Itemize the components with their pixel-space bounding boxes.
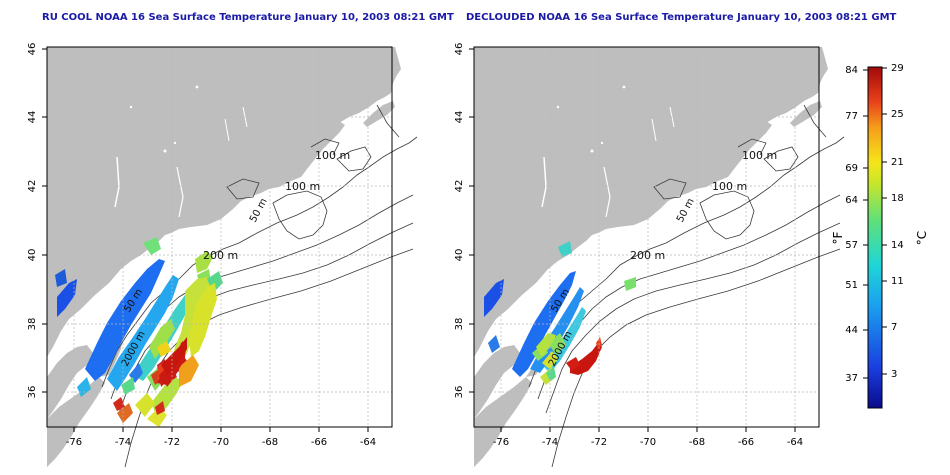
right-lat-tick-label: 44 xyxy=(454,111,465,124)
left-lat-tick-label: 44 xyxy=(27,111,38,124)
colorbar-f-tick: 37 xyxy=(845,373,858,384)
colorbar-f-tick: 69 xyxy=(845,163,858,174)
right-grid xyxy=(474,47,819,427)
colorbar-f-tick: 77 xyxy=(845,111,858,122)
right-lat-tick-label: 36 xyxy=(454,386,465,399)
right-lon-tick-label: -76 xyxy=(493,437,509,448)
colorbar-c-tick: 14 xyxy=(891,240,904,251)
left-lat-tick-label: 46 xyxy=(27,43,38,56)
right-lon-tick-label: -72 xyxy=(591,437,607,448)
left-lon-tick-label: -68 xyxy=(262,437,278,448)
right-lat-tick-label: 38 xyxy=(454,318,465,331)
left-lon-tick-label: -70 xyxy=(213,437,229,448)
left-lon-tick-label: -66 xyxy=(311,437,327,448)
left-lon-tick-label: -64 xyxy=(360,437,376,448)
colorbar: 84 77 69 64 57 51 44 37 29 25 21 18 14 1… xyxy=(831,63,929,409)
right-lon-tick-label: -74 xyxy=(542,437,558,448)
left-lat-tick-label: 36 xyxy=(27,386,38,399)
colorbar-f-tick: 84 xyxy=(845,65,858,76)
right-contour-label-100m-a: 100 m xyxy=(742,149,777,162)
right-lon-tick-label: -68 xyxy=(689,437,705,448)
left-contour-label-200m: 200 m xyxy=(203,249,238,262)
left-contour-label-100m-a: 100 m xyxy=(315,149,350,162)
colorbar-c-tick: 25 xyxy=(891,109,904,120)
colorbar-gradient xyxy=(867,66,883,409)
right-axis-ticks xyxy=(469,48,796,432)
right-contour-label-100m-b: 100 m xyxy=(712,180,747,193)
colorbar-c-tick: 7 xyxy=(891,322,897,333)
right-lon-tick-label: -66 xyxy=(738,437,754,448)
right-lon-tick-label: -70 xyxy=(640,437,656,448)
right-map-panel: 100 m 100 m 50 m 200 m 50 m 2000 m -76 -… xyxy=(454,43,845,468)
right-lat-tick-label: 46 xyxy=(454,43,465,56)
left-contour-label-100m-b: 100 m xyxy=(285,180,320,193)
colorbar-fahrenheit-label: °F xyxy=(831,231,845,244)
colorbar-c-tick: 29 xyxy=(891,63,904,74)
colorbar-c-tick: 18 xyxy=(891,193,904,204)
left-axis-ticks xyxy=(42,48,369,432)
colorbar-celsius-label: °C xyxy=(915,231,929,245)
right-lon-tick-label: -64 xyxy=(787,437,803,448)
right-lat-tick-label: 42 xyxy=(454,180,465,193)
left-lat-tick-label: 38 xyxy=(27,318,38,331)
left-map-panel: 100 m 100 m 50 m 200 m 50 m 2000 m -76 -… xyxy=(27,43,418,468)
right-panel-title: DECLOUDED NOAA 16 Sea Surface Temperatur… xyxy=(466,12,897,23)
colorbar-f-tick: 57 xyxy=(845,240,858,251)
left-lat-tick-label: 42 xyxy=(27,180,38,193)
right-contour-label-200m: 200 m xyxy=(630,249,665,262)
left-panel-title: RU COOL NOAA 16 Sea Surface Temperature … xyxy=(42,12,454,23)
colorbar-f-tick: 64 xyxy=(845,195,858,206)
colorbar-c-tick: 21 xyxy=(891,157,904,168)
colorbar-c-tick: 11 xyxy=(891,276,904,287)
left-lat-tick-label: 40 xyxy=(27,249,38,262)
left-grid xyxy=(47,47,392,427)
left-lon-tick-label: -74 xyxy=(115,437,131,448)
colorbar-c-tick: 3 xyxy=(891,369,897,380)
colorbar-f-tick: 51 xyxy=(845,280,858,291)
right-sst-data xyxy=(484,241,636,385)
left-lon-tick-label: -72 xyxy=(164,437,180,448)
left-lon-tick-label: -76 xyxy=(66,437,82,448)
colorbar-f-tick: 44 xyxy=(845,325,858,336)
right-lat-tick-label: 40 xyxy=(454,249,465,262)
